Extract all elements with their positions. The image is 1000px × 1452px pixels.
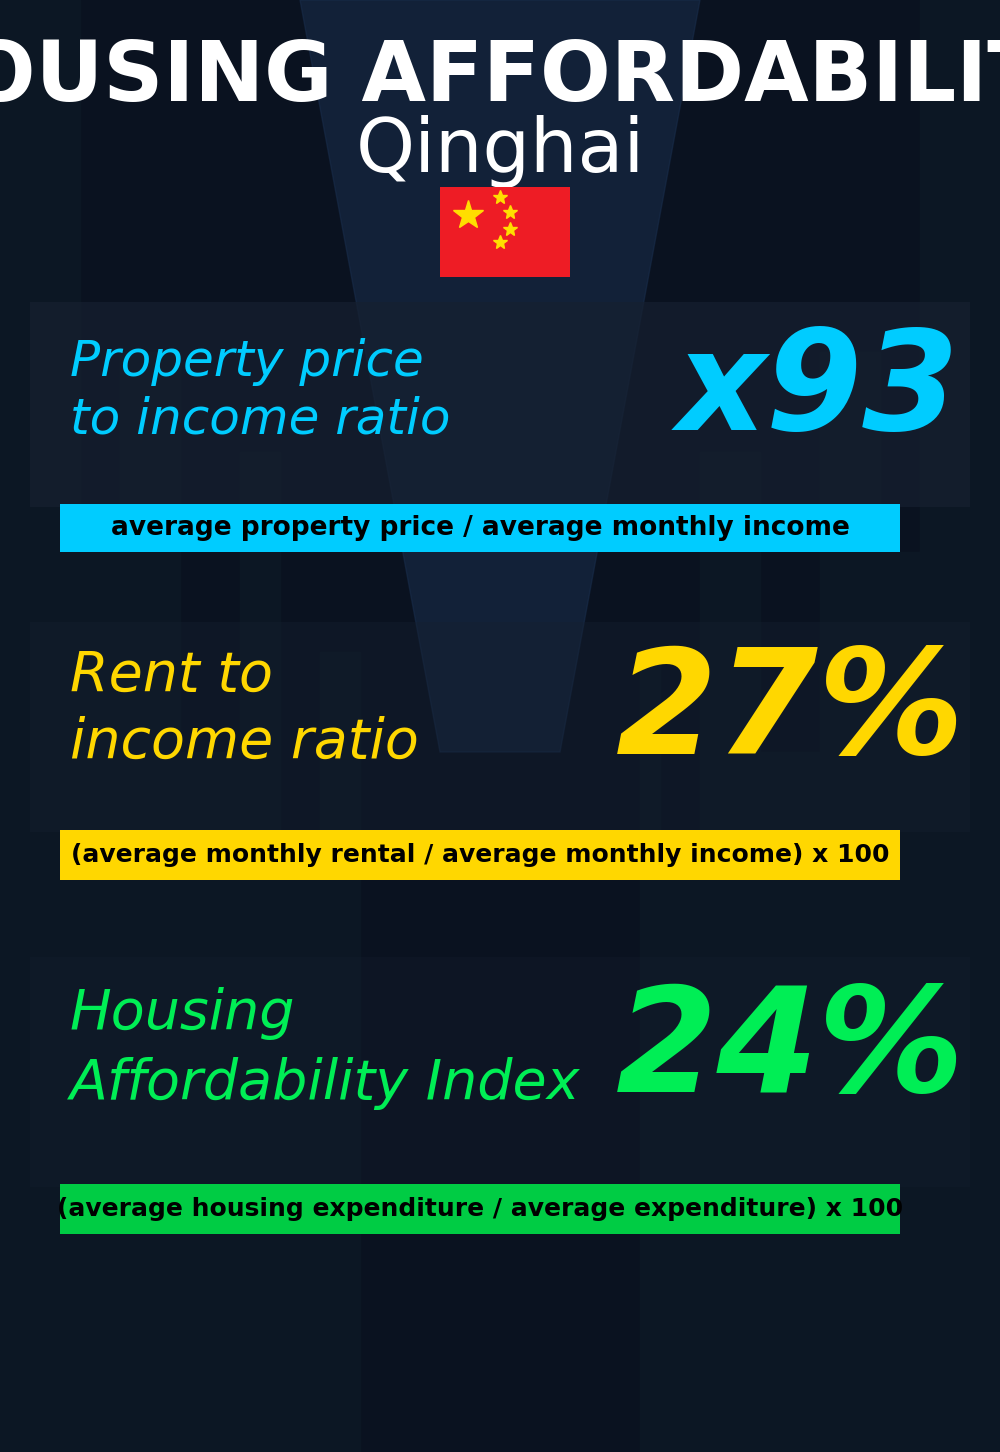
Text: 24%: 24% xyxy=(616,982,965,1122)
FancyBboxPatch shape xyxy=(30,621,970,832)
Text: 27%: 27% xyxy=(616,643,965,784)
FancyBboxPatch shape xyxy=(30,302,970,507)
Text: average property price / average monthly income: average property price / average monthly… xyxy=(111,515,849,542)
FancyBboxPatch shape xyxy=(60,1183,900,1234)
Text: Affordability Index: Affordability Index xyxy=(70,1057,580,1111)
Text: Rent to: Rent to xyxy=(70,649,273,701)
Text: (average housing expenditure / average expenditure) x 100: (average housing expenditure / average e… xyxy=(57,1196,903,1221)
Text: (average monthly rental / average monthly income) x 100: (average monthly rental / average monthl… xyxy=(71,844,889,867)
FancyBboxPatch shape xyxy=(60,831,900,880)
Text: Qinghai: Qinghai xyxy=(355,116,645,189)
Text: to income ratio: to income ratio xyxy=(70,395,450,443)
Polygon shape xyxy=(0,0,360,1452)
Polygon shape xyxy=(300,0,700,752)
Text: Property price: Property price xyxy=(70,338,424,386)
FancyBboxPatch shape xyxy=(30,957,970,1186)
Text: Housing: Housing xyxy=(70,987,296,1041)
Text: x93: x93 xyxy=(677,324,960,459)
FancyBboxPatch shape xyxy=(440,187,570,277)
Polygon shape xyxy=(640,0,1000,1452)
Text: HOUSING AFFORDABILITY: HOUSING AFFORDABILITY xyxy=(0,36,1000,118)
FancyBboxPatch shape xyxy=(60,504,900,552)
Text: income ratio: income ratio xyxy=(70,716,419,768)
